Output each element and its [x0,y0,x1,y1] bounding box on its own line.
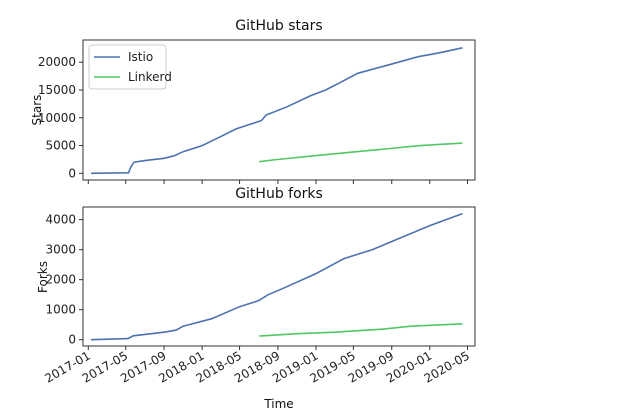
legend-box [88,44,167,90]
forks-ylabel: Forks [36,261,50,293]
forks-title: GitHub forks [235,186,323,202]
ytick-label: 0 [68,166,76,180]
legend-label-linkerd: Linkerd [128,70,172,84]
ytick-label: 20000 [38,55,76,69]
ytick-label: 4000 [45,213,76,227]
axes-frame-1 [82,206,476,347]
ytick-label: 0 [68,333,76,347]
series-line-linkerd-stars [259,142,463,163]
series-line-istio-stars [91,47,463,175]
ytick-label: 5000 [45,139,76,153]
ytick-label: 2000 [45,273,76,287]
series-line-istio-forks [91,212,463,341]
stars-ylabel: Stars [30,95,44,126]
ytick-label: 1000 [45,303,76,317]
ytick-label: 10000 [38,111,76,125]
legend: Istio Linkerd [88,44,172,90]
axes-frame-0 [82,39,476,181]
legend-label-istio: Istio [128,50,153,64]
time-xlabel: Time [263,397,293,411]
series-line-linkerd-forks [259,323,463,337]
ytick-label: 3000 [45,243,76,257]
stars-title: GitHub stars [235,18,322,34]
ytick-label: 15000 [38,83,76,97]
